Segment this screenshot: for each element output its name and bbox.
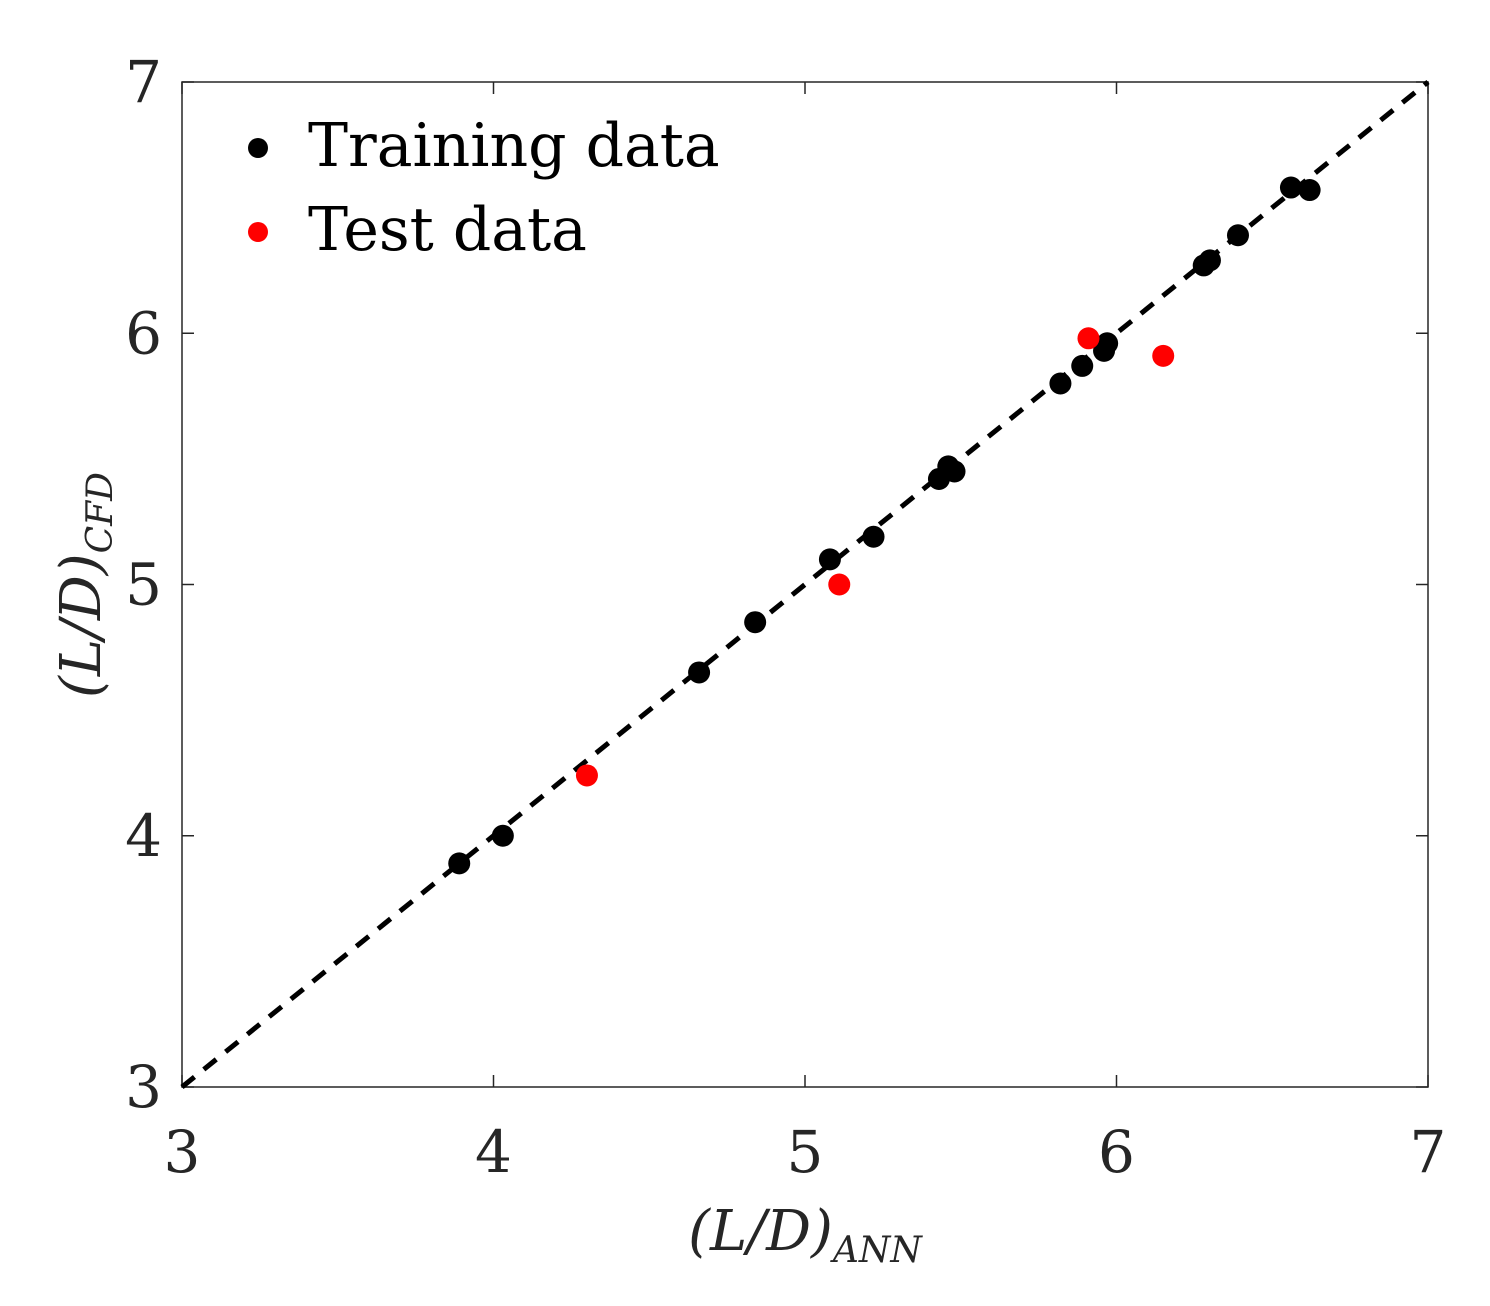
x-axis-label: (L/D)ANN	[688, 1199, 923, 1271]
training-data-point	[1279, 176, 1302, 199]
data-points	[448, 176, 1321, 875]
legend: Training data Test data	[248, 111, 720, 265]
training-data-point	[1226, 224, 1249, 247]
legend-label-test: Test data	[308, 195, 587, 265]
training-data-point	[688, 661, 711, 684]
x-tick-label: 7	[1410, 1118, 1447, 1186]
legend-marker-training	[248, 138, 268, 158]
test-data-point	[1077, 327, 1100, 350]
x-tick-label: 3	[164, 1118, 201, 1186]
y-tick-label: 7	[125, 48, 162, 116]
training-data-point	[943, 460, 966, 483]
training-data-point	[818, 548, 841, 571]
training-data-point	[862, 525, 885, 548]
y-tick-label: 5	[125, 551, 162, 619]
test-data-point	[1152, 344, 1175, 367]
y-axis-label: (L/D)CFD	[49, 472, 121, 698]
training-data-point	[448, 852, 471, 875]
reference-line	[180, 80, 1430, 1089]
training-data-point	[744, 611, 767, 634]
legend-label-training: Training data	[308, 111, 720, 181]
y-tick-label: 4	[125, 802, 162, 870]
test-data-point	[575, 764, 598, 787]
x-tick-label: 5	[787, 1118, 824, 1186]
legend-marker-test	[248, 222, 268, 242]
training-data-point	[1198, 249, 1221, 272]
training-data-point	[491, 824, 514, 847]
y-tick-label: 6	[125, 299, 162, 367]
test-data-point	[828, 573, 851, 596]
training-data-point	[1298, 179, 1321, 202]
training-data-point	[1049, 372, 1072, 395]
training-data-point	[1071, 354, 1094, 377]
x-tick-label: 4	[475, 1118, 512, 1186]
identity-line	[180, 80, 1430, 1089]
x-tick-label: 6	[1098, 1118, 1135, 1186]
training-data-point	[1096, 332, 1119, 355]
y-tick-label: 3	[125, 1053, 162, 1121]
axis-ticks: 3 4 5 6 7 3 4 5 6 7	[125, 48, 1446, 1186]
